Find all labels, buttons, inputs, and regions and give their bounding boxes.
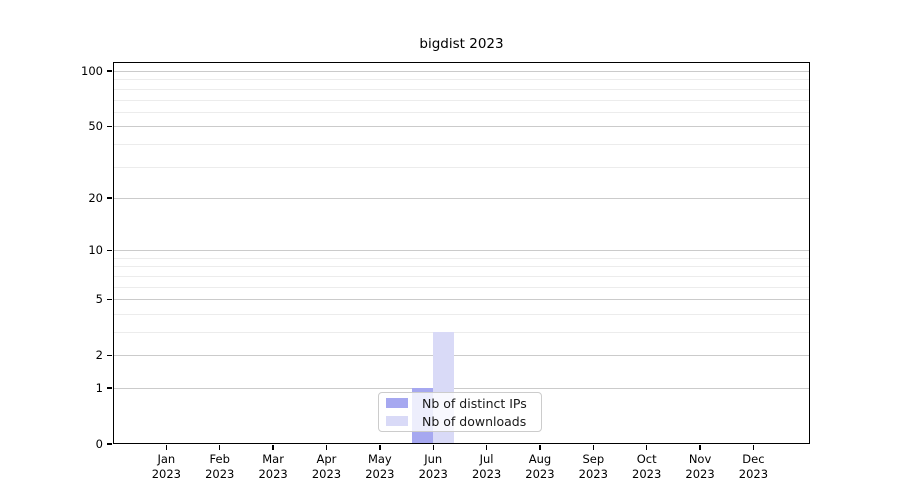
gridline-major	[113, 387, 810, 389]
y-tick	[107, 387, 112, 389]
x-tick-label: Jan 2023	[151, 452, 181, 481]
x-tick	[219, 445, 221, 450]
x-tick	[752, 445, 755, 450]
y-tick	[107, 249, 112, 251]
y-tick	[107, 125, 112, 127]
y-tick	[107, 354, 112, 356]
legend-entry-distinct-ips: Nb of distinct IPs	[379, 395, 541, 411]
gridline-minor	[113, 286, 810, 288]
x-tick-label: Oct 2023	[632, 452, 662, 481]
y-tick-label: 10	[88, 243, 103, 258]
y-tick-label: 2	[95, 348, 103, 363]
legend-entry-downloads: Nb of downloads	[379, 413, 541, 429]
y-tick-label: 50	[88, 119, 103, 134]
gridline-minor	[113, 79, 810, 81]
y-tick-label: 5	[95, 292, 103, 307]
x-tick	[592, 445, 594, 450]
y-tick-label: 20	[88, 190, 103, 205]
y-tick	[107, 197, 112, 199]
x-tick-label: Feb 2023	[205, 452, 235, 481]
x-tick-label: May 2023	[365, 452, 395, 481]
y-tick	[107, 70, 112, 72]
legend-swatch-distinct-ips	[386, 398, 408, 408]
gridline-major	[113, 250, 810, 252]
gridline-minor	[113, 166, 810, 168]
legend-label-downloads: Nb of downloads	[422, 413, 527, 429]
x-tick-label: Nov 2023	[685, 452, 715, 481]
x-tick	[272, 445, 274, 450]
legend-label-distinct-ips: Nb of distinct IPs	[422, 395, 527, 411]
x-tick-label: Sep 2023	[578, 452, 608, 481]
x-tick	[485, 445, 488, 450]
x-tick	[165, 445, 168, 450]
x-tick-label: Jul 2023	[471, 452, 502, 481]
gridline-minor	[113, 331, 810, 333]
gridline-minor	[113, 99, 810, 101]
x-tick-label: Jun 2023	[418, 452, 448, 481]
gridline-major	[113, 126, 810, 128]
gridline-major	[113, 71, 810, 73]
gridline-minor	[113, 275, 810, 277]
gridline-major	[113, 299, 810, 301]
x-tick-label: Apr 2023	[311, 452, 342, 481]
x-tick-label: Mar 2023	[258, 452, 288, 481]
plot-area: Nb of distinct IPs Nb of downloads 0 1 2 5 1…	[81, 62, 810, 481]
gridline-minor	[113, 143, 810, 145]
x-tick	[645, 445, 648, 450]
gridline-minor	[113, 266, 810, 268]
legend: Nb of distinct IPs Nb of downloads	[378, 392, 542, 432]
x-tick-label: Dec 2023	[738, 452, 769, 481]
x-tick	[699, 445, 701, 450]
x-tick	[539, 445, 541, 450]
x-tick	[432, 445, 434, 450]
y-tick-label: 100	[81, 64, 103, 79]
gridline-minor	[113, 313, 810, 315]
gridline-major	[113, 355, 810, 357]
gridline-minor	[113, 257, 810, 259]
gridline-minor	[113, 88, 810, 90]
y-tick-label: 0	[95, 437, 103, 451]
y-tick	[107, 298, 112, 300]
legend-swatch-downloads	[386, 416, 408, 426]
x-tick	[325, 445, 328, 450]
y-tick-label: 1	[95, 380, 103, 395]
plot-frame	[113, 62, 810, 444]
x-tick-label: Aug 2023	[525, 452, 555, 481]
chart-title: bigdist 2023	[419, 36, 504, 52]
x-tick	[379, 445, 381, 450]
gridline-minor	[113, 111, 810, 113]
y-tick	[107, 443, 112, 445]
gridline-major	[113, 197, 810, 199]
